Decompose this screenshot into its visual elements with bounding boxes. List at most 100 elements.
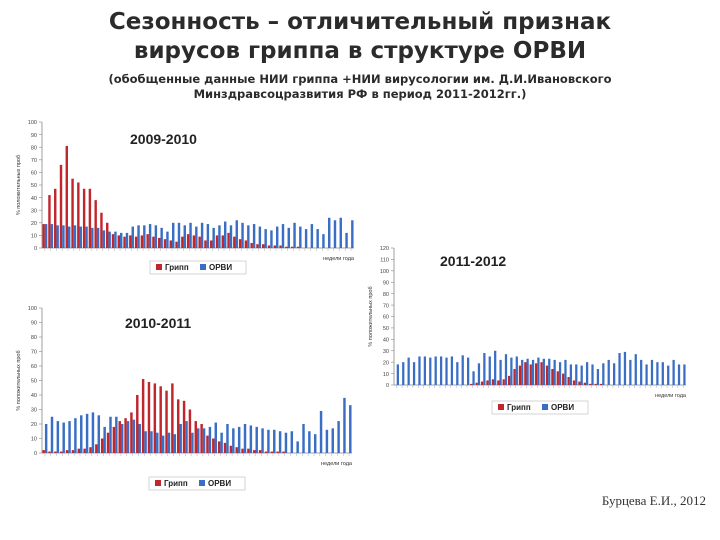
bar-arvi	[115, 416, 118, 453]
bar-flu	[200, 424, 203, 453]
bar-arvi	[569, 364, 573, 385]
bar-arvi	[396, 364, 399, 385]
bar-arvi	[44, 224, 48, 248]
bar-arvi	[73, 225, 77, 248]
bar-arvi	[299, 226, 302, 248]
bar-flu	[181, 236, 184, 248]
bar-arvi	[304, 229, 308, 248]
title-line-1: Сезонность – отличительный признак	[108, 9, 612, 35]
bar-flu	[273, 245, 276, 248]
bar-flu	[215, 235, 219, 248]
bar-flu	[264, 451, 268, 453]
bar-arvi	[558, 362, 562, 385]
author-credit: Бурцева Е.И., 2012	[601, 493, 706, 508]
y-tick-label: 40	[383, 338, 389, 344]
bar-arvi	[160, 227, 163, 248]
y-axis-label: % положительных проб	[16, 155, 22, 215]
bar-arvi	[79, 226, 82, 248]
chart-title: 2011-2012	[440, 253, 506, 269]
bar-flu	[247, 448, 250, 453]
bar-arvi	[226, 424, 229, 453]
bar-arvi	[189, 222, 192, 248]
legend-swatch-arvi	[542, 404, 548, 410]
bar-arvi	[102, 230, 106, 248]
bar-arvi	[456, 362, 459, 385]
bar-flu	[134, 236, 138, 248]
bar-arvi	[126, 421, 130, 453]
legend-box	[148, 476, 246, 491]
bar-arvi	[596, 369, 600, 385]
bar-arvi	[308, 431, 311, 453]
bar-arvi	[564, 359, 567, 385]
bar-arvi	[316, 229, 319, 248]
bar-arvi	[429, 357, 432, 385]
bar-arvi	[224, 221, 227, 248]
bar-flu	[583, 382, 586, 385]
bar-flu	[594, 383, 597, 385]
bar-arvi	[74, 418, 77, 453]
bar-flu	[244, 240, 248, 248]
bar-arvi	[137, 225, 140, 248]
bar-arvi	[553, 359, 556, 385]
bar-arvi	[483, 353, 486, 385]
bar-arvi	[255, 426, 258, 453]
bar-flu	[233, 236, 236, 248]
legend-swatch-arvi	[199, 480, 205, 486]
bar-flu	[567, 377, 570, 385]
bar-flu	[159, 386, 162, 453]
bar-arvi	[249, 425, 253, 453]
y-tick-label: 40	[31, 393, 37, 399]
x-axis-label: недели года	[323, 256, 355, 262]
bar-flu	[227, 232, 230, 248]
bar-arvi	[177, 222, 181, 248]
bar-arvi	[267, 429, 270, 453]
bar-arvi	[96, 227, 100, 248]
bar-arvi	[173, 434, 177, 453]
y-tick-label: 60	[31, 171, 37, 177]
y-tick-label: 30	[31, 208, 37, 214]
bar-arvi	[167, 432, 171, 453]
bar-flu	[282, 451, 285, 453]
bar-flu	[194, 421, 197, 453]
y-tick-label: 90	[31, 321, 37, 327]
bar-arvi	[337, 421, 340, 453]
bar-arvi	[302, 424, 305, 453]
bar-flu	[42, 450, 45, 453]
y-axis-label: % положительных проб	[368, 286, 374, 346]
bar-arvi	[252, 224, 256, 248]
bar-flu	[124, 418, 127, 453]
bar-arvi	[488, 356, 491, 385]
bar-arvi	[412, 362, 416, 385]
bar-arvi	[276, 226, 279, 248]
bar-arvi	[44, 424, 48, 453]
bar-flu	[112, 426, 116, 453]
bar-flu	[290, 246, 294, 248]
bar-arvi	[548, 358, 551, 385]
bar-flu	[267, 245, 271, 248]
bar-flu	[188, 409, 192, 453]
bar-arvi	[191, 432, 194, 453]
bar-arvi	[172, 222, 175, 248]
bar-flu	[599, 383, 603, 385]
bar-flu	[82, 188, 86, 248]
bar-flu	[129, 235, 132, 248]
bar-flu	[140, 235, 144, 248]
bar-flu	[117, 235, 120, 248]
bar-arvi	[629, 359, 632, 385]
bar-flu	[111, 234, 115, 248]
y-tick-label: 90	[31, 133, 37, 139]
bar-flu	[241, 448, 244, 453]
bar-arvi	[521, 359, 524, 385]
y-tick-label: 100	[28, 120, 37, 126]
bar-arvi	[445, 357, 448, 385]
bar-arvi	[148, 224, 152, 248]
bar-arvi	[50, 224, 54, 248]
y-tick-label: 60	[31, 364, 37, 370]
bar-arvi	[645, 364, 648, 385]
y-tick-label: 20	[31, 221, 37, 227]
legend-box	[149, 260, 247, 275]
bar-arvi	[310, 224, 314, 248]
bar-arvi	[258, 226, 262, 248]
bar-arvi	[131, 226, 134, 248]
bar-flu	[71, 178, 74, 248]
